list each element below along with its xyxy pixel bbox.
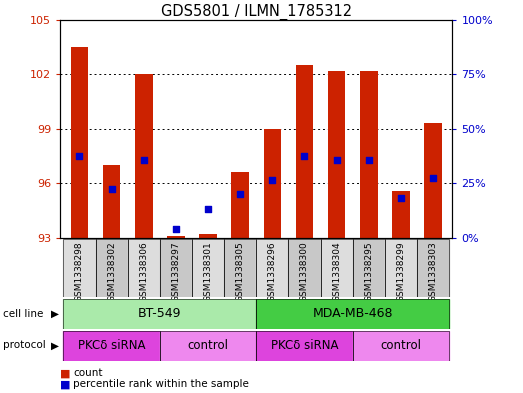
Point bbox=[75, 153, 84, 159]
Bar bbox=[231, 172, 249, 238]
Text: GSM1338302: GSM1338302 bbox=[107, 241, 116, 301]
Text: BT-549: BT-549 bbox=[138, 307, 181, 320]
Bar bbox=[160, 239, 192, 297]
Bar bbox=[63, 239, 96, 297]
Bar bbox=[385, 239, 417, 297]
Point bbox=[204, 206, 212, 212]
Text: protocol: protocol bbox=[3, 340, 46, 351]
Point bbox=[236, 191, 244, 197]
Text: GSM1338295: GSM1338295 bbox=[365, 241, 373, 301]
Bar bbox=[353, 331, 449, 361]
Bar bbox=[256, 331, 353, 361]
Bar bbox=[224, 239, 256, 297]
Text: MDA-MB-468: MDA-MB-468 bbox=[312, 307, 393, 320]
Bar bbox=[160, 239, 192, 297]
Point bbox=[172, 226, 180, 232]
Text: GSM1338301: GSM1338301 bbox=[203, 241, 212, 302]
Bar bbox=[264, 129, 281, 238]
Text: GSM1338296: GSM1338296 bbox=[268, 241, 277, 301]
Bar bbox=[321, 239, 353, 297]
Point bbox=[107, 185, 116, 192]
Point bbox=[140, 156, 148, 163]
Bar bbox=[96, 239, 128, 297]
Point bbox=[429, 174, 437, 181]
Text: GSM1338300: GSM1338300 bbox=[300, 241, 309, 302]
Text: GSM1338303: GSM1338303 bbox=[429, 241, 438, 302]
Text: GSM1338297: GSM1338297 bbox=[172, 241, 180, 301]
Bar bbox=[353, 239, 385, 297]
Text: ▶: ▶ bbox=[51, 309, 59, 319]
Bar bbox=[256, 299, 449, 329]
Bar bbox=[63, 239, 96, 297]
Bar bbox=[128, 239, 160, 297]
Text: ▶: ▶ bbox=[51, 340, 59, 351]
Bar bbox=[160, 331, 256, 361]
Bar bbox=[288, 239, 321, 297]
Bar bbox=[295, 65, 313, 238]
Bar bbox=[160, 331, 256, 361]
Bar bbox=[224, 239, 256, 297]
Bar bbox=[256, 299, 449, 329]
Text: count: count bbox=[73, 368, 103, 378]
Text: GSM1338304: GSM1338304 bbox=[332, 241, 341, 301]
Bar bbox=[392, 191, 410, 238]
Bar bbox=[63, 299, 256, 329]
Point bbox=[365, 156, 373, 163]
Bar bbox=[192, 239, 224, 297]
Point bbox=[268, 176, 277, 183]
Bar bbox=[353, 331, 449, 361]
Text: ■: ■ bbox=[60, 368, 71, 378]
Text: percentile rank within the sample: percentile rank within the sample bbox=[73, 379, 249, 389]
Bar bbox=[128, 239, 160, 297]
Bar bbox=[192, 239, 224, 297]
Text: GSM1338306: GSM1338306 bbox=[139, 241, 148, 302]
Bar bbox=[63, 331, 160, 361]
Bar bbox=[96, 239, 128, 297]
Text: cell line: cell line bbox=[3, 309, 43, 319]
Point bbox=[397, 195, 405, 201]
Text: control: control bbox=[188, 339, 229, 352]
Bar bbox=[417, 239, 449, 297]
Text: GSM1338305: GSM1338305 bbox=[236, 241, 245, 302]
Bar bbox=[167, 236, 185, 238]
Text: PKCδ siRNA: PKCδ siRNA bbox=[78, 339, 145, 352]
Bar bbox=[103, 165, 120, 238]
Text: control: control bbox=[380, 339, 422, 352]
Bar bbox=[63, 299, 256, 329]
Bar bbox=[353, 239, 385, 297]
Title: GDS5801 / ILMN_1785312: GDS5801 / ILMN_1785312 bbox=[161, 4, 352, 20]
Text: PKCδ siRNA: PKCδ siRNA bbox=[271, 339, 338, 352]
Bar bbox=[321, 239, 353, 297]
Bar bbox=[417, 239, 449, 297]
Bar bbox=[135, 74, 153, 238]
Bar bbox=[71, 47, 88, 238]
Bar bbox=[328, 70, 346, 238]
Bar bbox=[256, 331, 353, 361]
Text: ■: ■ bbox=[60, 379, 71, 389]
Bar bbox=[63, 331, 160, 361]
Bar bbox=[288, 239, 321, 297]
Bar bbox=[424, 123, 442, 238]
Bar bbox=[385, 239, 417, 297]
Bar bbox=[360, 70, 378, 238]
Text: GSM1338298: GSM1338298 bbox=[75, 241, 84, 301]
Bar bbox=[199, 234, 217, 238]
Point bbox=[333, 156, 341, 163]
Point bbox=[300, 153, 309, 159]
Text: GSM1338299: GSM1338299 bbox=[396, 241, 405, 301]
Bar bbox=[256, 239, 288, 297]
Bar bbox=[256, 239, 288, 297]
